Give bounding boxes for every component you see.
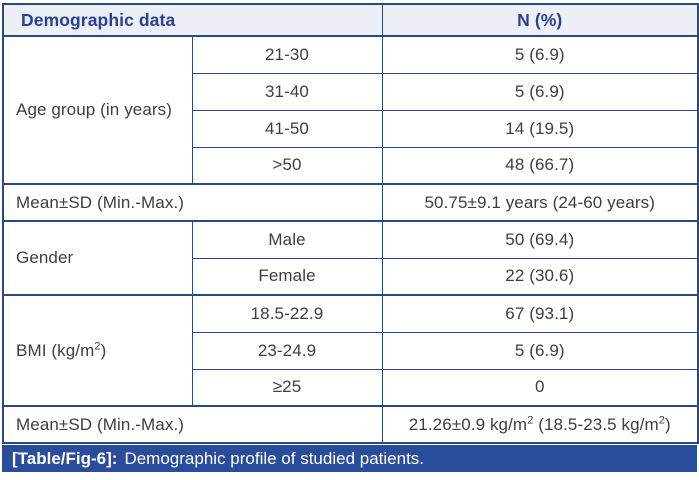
category-cell-male: Male [191, 220, 383, 259]
table-row: BMI (kg/m2) 18.5-22.9 67 (93.1) [2, 294, 699, 407]
value-cell-age-41-50: 14 (19.5) [381, 109, 699, 148]
value-cell-bmi-2: 5 (6.9) [381, 331, 699, 370]
caption-tag: [Table/Fig-6]: [12, 448, 118, 468]
category-cell-bmi-3: ≥25 [191, 368, 383, 407]
table-row: 41-50 14 (19.5) [3, 109, 699, 148]
value-cell-bmi-1: 67 (93.1) [381, 294, 699, 333]
table-row: 31-40 5 (6.9) [3, 72, 699, 111]
table-row-bmi-mean: Mean±SD (Min.-Max.) 21.26±0.9 kg/m2 (18.… [2, 405, 699, 444]
category-cell-age-41-50: 41-50 [191, 109, 383, 148]
age-mean-value: 50.75±9.1 years (24-60 years) [381, 183, 699, 222]
category-cell-age-over-50: >50 [191, 146, 383, 185]
group-label-bmi: BMI (kg/m2) [2, 294, 193, 407]
value-cell-female: 22 (30.6) [381, 257, 699, 296]
table-row: ≥25 0 [3, 368, 699, 407]
category-cell-female: Female [191, 257, 383, 296]
table-row: Age group (in years) 21-30 5 (6.9) [2, 35, 699, 185]
caption-text: Demographic profile of studied patients. [124, 448, 425, 468]
bmi-mean-value-sup1: 2 [527, 413, 534, 426]
group-label-gender: Gender [2, 220, 193, 296]
demographic-table: Demographic data N (%) Age group (in yea… [2, 3, 699, 444]
header-demographic-data: Demographic data [2, 3, 383, 37]
age-mean-label: Mean±SD (Min.-Max.) [2, 183, 383, 222]
table-row: >50 48 (66.7) [3, 146, 699, 185]
table-row-age-mean: Mean±SD (Min.-Max.) 50.75±9.1 years (24-… [2, 183, 699, 222]
bmi-mean-value: 21.26±0.9 kg/m2 (18.5-23.5 kg/m2) [381, 405, 699, 444]
category-cell-bmi-2: 23-24.9 [191, 331, 383, 370]
value-cell-age-21-30: 5 (6.9) [381, 35, 699, 74]
value-cell-male: 50 (69.4) [381, 220, 699, 259]
bmi-mean-value-p2: (18.5-23.5 kg/m [533, 414, 659, 434]
caption-bar: [Table/Fig-6]: Demographic profile of st… [2, 445, 697, 472]
value-cell-bmi-3: 0 [381, 368, 699, 407]
bmi-mean-value-sup2: 2 [658, 413, 666, 426]
category-cell-age-21-30: 21-30 [191, 35, 383, 74]
value-cell-age-31-40: 5 (6.9) [381, 72, 699, 111]
bmi-label-pre: BMI (kg/m [16, 340, 95, 360]
table-row: 23-24.9 5 (6.9) [3, 331, 699, 370]
value-cell-age-over-50: 48 (66.7) [381, 146, 699, 185]
table-header-row: Demographic data N (%) [2, 3, 699, 37]
bmi-mean-value-p1: 21.26±0.9 kg/m [408, 414, 528, 434]
category-cell-bmi-1: 18.5-22.9 [191, 294, 383, 333]
table-row: Gender Male 50 (69.4) [2, 220, 699, 296]
bmi-mean-value-p3: ) [665, 414, 671, 434]
category-cell-age-31-40: 31-40 [191, 72, 383, 111]
header-n-percent: N (%) [381, 3, 699, 37]
bmi-mean-label: Mean±SD (Min.-Max.) [2, 405, 383, 444]
bmi-label-sup: 2 [94, 339, 101, 352]
table-row: Female 22 (30.6) [3, 257, 699, 296]
group-label-age: Age group (in years) [2, 35, 193, 185]
bmi-label-post: ) [100, 340, 107, 360]
